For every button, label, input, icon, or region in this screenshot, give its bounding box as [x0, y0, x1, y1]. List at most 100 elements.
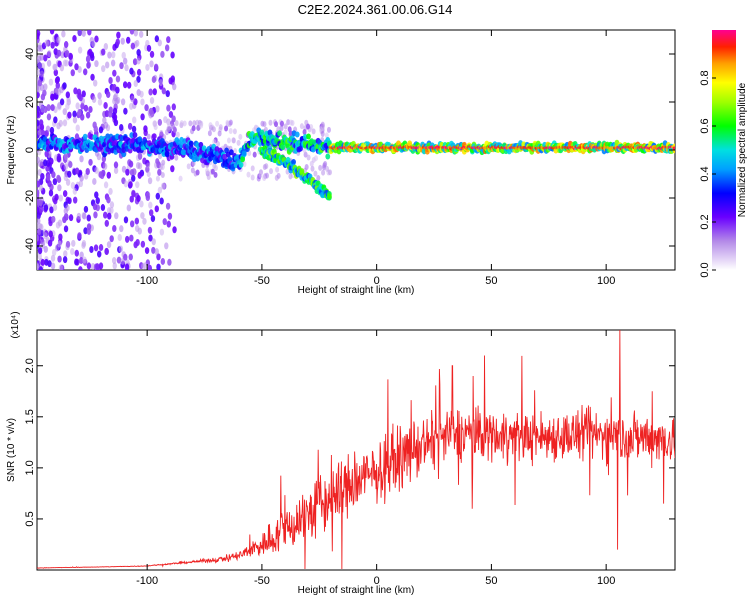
- heatmap-cell: [164, 44, 170, 52]
- snr-xtick-label: -100: [136, 575, 158, 587]
- heatmap-cell: [129, 220, 135, 228]
- heatmap-cell: [48, 230, 53, 238]
- heatmap-cell: [179, 120, 184, 127]
- heatmap-cell: [178, 175, 183, 182]
- heatmap-cell: [133, 79, 138, 87]
- heatmap-cell: [114, 212, 119, 220]
- heatmap-cell: [115, 86, 120, 94]
- heatmap-cell: [215, 120, 220, 127]
- heatmap-cell: [112, 262, 117, 270]
- heatmap-cell: [43, 83, 48, 91]
- colorbar-tick-label: 0.8: [699, 70, 711, 85]
- heatmap-cell: [49, 206, 54, 214]
- heatmap-cell: [74, 133, 80, 141]
- heatmap-cell: [171, 103, 176, 111]
- heatmap-cell: [58, 264, 64, 270]
- heatmap-cell: [48, 78, 54, 86]
- heatmap-cell: [260, 120, 265, 127]
- heatmap-cell: [87, 48, 93, 56]
- heatmap-cell: [313, 155, 318, 162]
- heatmap-cell: [156, 263, 161, 270]
- heatmap-cell: [160, 171, 165, 178]
- heatmap-cell: [82, 133, 88, 140]
- heatmap-cell: [103, 42, 109, 50]
- heatmap-cell: [116, 31, 121, 39]
- heatmap-cell: [78, 266, 83, 270]
- heatmap-cell: [71, 239, 76, 247]
- heatmap-cell: [40, 105, 45, 113]
- heatmap-cell: [53, 116, 58, 124]
- heatmap-cell: [96, 153, 102, 161]
- heatmap-cell: [241, 150, 247, 157]
- heatmap-ytick-label: -40: [24, 238, 36, 254]
- heatmap-cell: [92, 177, 97, 185]
- heatmap-cell: [151, 238, 156, 246]
- heatmap-cell: [65, 204, 70, 212]
- heatmap-cell: [127, 122, 133, 130]
- heatmap-cell: [51, 248, 57, 256]
- heatmap-cell: [46, 59, 52, 67]
- heatmap-cell: [50, 262, 56, 270]
- heatmap-cell: [145, 162, 150, 169]
- heatmap-cell: [118, 245, 124, 253]
- heatmap-cell: [319, 126, 324, 133]
- heatmap-cell: [62, 82, 67, 90]
- heatmap-cell: [59, 98, 65, 106]
- heatmap-cell: [49, 126, 55, 134]
- colorbar-tick-label: 0.0: [699, 262, 711, 277]
- heatmap-cell: [303, 151, 308, 158]
- heatmap-cell: [55, 87, 60, 95]
- heatmap-cell: [277, 130, 282, 137]
- heatmap-cell: [159, 129, 164, 136]
- heatmap-cell: [154, 205, 159, 213]
- heatmap-cell: [159, 228, 165, 236]
- heatmap-cell: [167, 212, 173, 220]
- heatmap-cell: [228, 119, 233, 126]
- heatmap-cell: [188, 120, 193, 127]
- heatmap-cell: [160, 257, 166, 265]
- heatmap-cell: [158, 163, 163, 170]
- heatmap-cell: [129, 195, 134, 203]
- heatmap-cell: [119, 123, 124, 131]
- heatmap-cell: [262, 175, 267, 182]
- heatmap-cell: [37, 234, 40, 242]
- heatmap-xtick-label: 0: [374, 275, 380, 287]
- heatmap-cell: [73, 87, 78, 95]
- heatmap-cell: [72, 187, 78, 195]
- heatmap-cell: [130, 42, 136, 50]
- heatmap-xtick-label: -50: [254, 275, 270, 287]
- heatmap-cell: [37, 85, 41, 93]
- heatmap-cell: [97, 250, 102, 258]
- heatmap-cell: [43, 204, 49, 212]
- heatmap-cell: [105, 90, 111, 98]
- heatmap-cell: [97, 98, 103, 106]
- heatmap-cell: [68, 214, 74, 222]
- heatmap-cell: [37, 247, 43, 255]
- heatmap-cell: [89, 245, 94, 253]
- heatmap-cell: [38, 266, 43, 270]
- heatmap-cell: [126, 36, 131, 44]
- heatmap-cell: [155, 158, 160, 165]
- heatmap-cell: [225, 119, 230, 126]
- heatmap-xtick-label: 50: [485, 275, 497, 287]
- heatmap-cell: [50, 254, 56, 262]
- heatmap-cell: [52, 178, 58, 186]
- heatmap-cell: [143, 125, 148, 133]
- heatmap-cell: [57, 103, 62, 111]
- heatmap-cell: [59, 64, 65, 72]
- heatmap-cell: [146, 171, 151, 178]
- heatmap-cell: [104, 61, 110, 69]
- heatmap-cell: [123, 180, 129, 188]
- heatmap-cell: [94, 60, 99, 68]
- heatmap-cell: [218, 124, 223, 131]
- heatmap-cell: [151, 246, 156, 254]
- heatmap-cell: [54, 77, 60, 85]
- heatmap-cell: [115, 75, 121, 83]
- heatmap-cell: [90, 54, 95, 62]
- heatmap-cell: [149, 96, 155, 104]
- snr-xlabel: Height of straight line (km): [298, 585, 415, 596]
- heatmap-cell: [38, 119, 44, 127]
- heatmap-cell: [157, 186, 163, 194]
- heatmap-cell: [110, 59, 116, 67]
- heatmap-cell: [252, 151, 257, 158]
